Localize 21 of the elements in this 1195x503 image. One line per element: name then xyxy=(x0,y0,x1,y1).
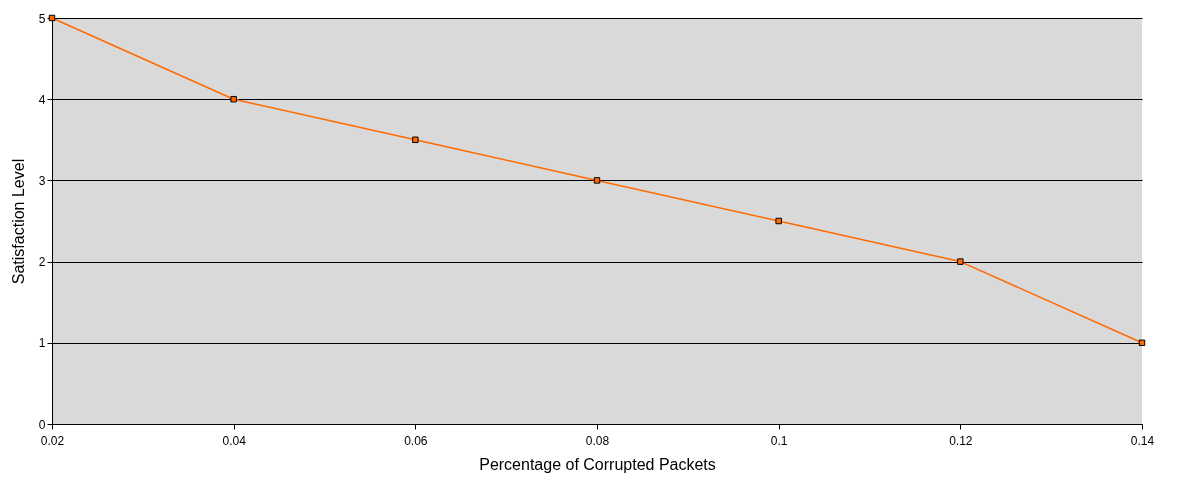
y-tick-label: 0 xyxy=(38,417,46,432)
point xyxy=(230,95,237,103)
point xyxy=(412,136,419,144)
y-tick-label: 2 xyxy=(38,255,46,270)
point xyxy=(775,217,782,225)
x-tick-label: 0.08 xyxy=(585,433,610,448)
x-tick-label: 0.1 xyxy=(770,433,788,448)
y-axis-title: Satisfaction Level xyxy=(9,158,27,285)
point xyxy=(1138,339,1146,347)
x-axis-title: Percentage of Corrupted Packets xyxy=(479,455,716,473)
point xyxy=(957,258,964,265)
point xyxy=(593,177,601,184)
x-tick-label: 0.12 xyxy=(949,433,973,448)
x-tick-label: 0.06 xyxy=(404,433,428,448)
x-tick-label: 0.02 xyxy=(40,433,65,448)
y-tick-label: 5 xyxy=(38,11,46,26)
y-tick-label: 4 xyxy=(38,92,46,107)
x-tick-label: 0.04 xyxy=(222,433,247,448)
y-tick-label: 1 xyxy=(38,336,46,351)
x-tick-label: 0.14 xyxy=(1130,433,1155,448)
y-tick-label: 3 xyxy=(38,173,46,188)
